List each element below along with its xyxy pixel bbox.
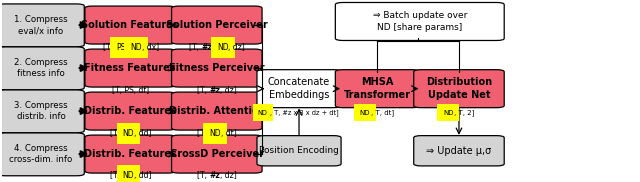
Text: [T,: [T, — [102, 43, 115, 52]
Text: ND: ND — [123, 171, 134, 180]
Text: CrossD Perceiver: CrossD Perceiver — [170, 149, 264, 159]
Text: MHSA
Transformer: MHSA Transformer — [344, 78, 411, 100]
Text: ND: ND — [123, 129, 134, 138]
Text: Solution Features: Solution Features — [81, 20, 179, 30]
Text: 3. Compress
distrib. info: 3. Compress distrib. info — [14, 101, 68, 121]
Text: Fitness Perceiver: Fitness Perceiver — [169, 63, 264, 73]
FancyBboxPatch shape — [335, 70, 419, 108]
Text: ⇒ Batch update over
ND [share params]: ⇒ Batch update over ND [share params] — [372, 11, 467, 31]
FancyBboxPatch shape — [0, 133, 84, 176]
FancyBboxPatch shape — [0, 47, 84, 90]
Text: Fitness Features: Fitness Features — [84, 63, 176, 73]
Text: [T,: [T, — [196, 129, 209, 138]
Text: , T, 2]: , T, 2] — [454, 109, 474, 116]
Text: , dx]: , dx] — [141, 43, 159, 52]
Text: [: [ — [256, 109, 259, 116]
Text: [T,: [T, — [111, 129, 123, 138]
Text: [T,: [T, — [111, 171, 123, 180]
Text: #z: #z — [202, 43, 212, 52]
Text: Distrib. Attention: Distrib. Attention — [168, 106, 265, 116]
Text: ND: ND — [131, 43, 142, 52]
Text: 1. Compress
eval/x info: 1. Compress eval/x info — [14, 15, 68, 35]
FancyBboxPatch shape — [172, 49, 262, 87]
FancyBboxPatch shape — [172, 6, 262, 44]
Text: [T,: [T, — [196, 86, 209, 95]
Text: , dd]: , dd] — [134, 171, 151, 180]
Text: , T, #z x 3 x dz + dt]: , T, #z x 3 x dz + dt] — [270, 109, 339, 116]
FancyBboxPatch shape — [85, 92, 175, 130]
Text: ,: , — [212, 43, 217, 52]
FancyBboxPatch shape — [0, 90, 84, 133]
FancyBboxPatch shape — [335, 3, 504, 40]
FancyBboxPatch shape — [257, 136, 341, 166]
Text: Distrib. Features: Distrib. Features — [84, 149, 177, 159]
Text: Solution Perceiver: Solution Perceiver — [166, 20, 268, 30]
Text: #z: #z — [209, 171, 220, 180]
Text: [T,: [T, — [196, 171, 209, 180]
FancyBboxPatch shape — [85, 6, 175, 44]
Text: [: [ — [442, 109, 444, 116]
Text: ⇒ Update μ,σ: ⇒ Update μ,σ — [426, 146, 492, 156]
Text: PS: PS — [116, 43, 125, 52]
Text: 2. Compress
fitness info: 2. Compress fitness info — [14, 58, 68, 78]
FancyBboxPatch shape — [172, 92, 262, 130]
FancyBboxPatch shape — [413, 136, 504, 166]
Text: ND: ND — [209, 129, 221, 138]
Text: , dz]: , dz] — [220, 171, 237, 180]
Text: 4. Compress
cross-dim. info: 4. Compress cross-dim. info — [10, 144, 72, 164]
Text: , dt]: , dt] — [221, 129, 237, 138]
Text: ND: ND — [360, 110, 370, 116]
FancyBboxPatch shape — [413, 70, 504, 108]
FancyBboxPatch shape — [172, 135, 262, 173]
Text: Distrib. Features: Distrib. Features — [84, 106, 177, 116]
Text: Position Encoding: Position Encoding — [259, 146, 339, 155]
Text: [T,: [T, — [189, 43, 201, 52]
Text: ND: ND — [258, 110, 268, 116]
FancyBboxPatch shape — [85, 49, 175, 87]
Text: , dd]: , dd] — [134, 129, 151, 138]
Text: , T, dt]: , T, dt] — [371, 109, 394, 116]
Text: , dz]: , dz] — [220, 86, 237, 95]
Text: [: [ — [358, 109, 361, 116]
FancyBboxPatch shape — [0, 4, 84, 47]
Text: Concatenate
Embeddings: Concatenate Embeddings — [268, 78, 330, 100]
Text: ND: ND — [217, 43, 228, 52]
Text: #z: #z — [209, 86, 220, 95]
FancyBboxPatch shape — [85, 135, 175, 173]
Text: [T, PS, df]: [T, PS, df] — [112, 86, 149, 95]
FancyBboxPatch shape — [257, 70, 341, 108]
Text: Distribution
Update Net: Distribution Update Net — [426, 78, 492, 100]
Text: ,: , — [126, 43, 131, 52]
Text: ND: ND — [443, 110, 453, 116]
Text: , dz]: , dz] — [228, 43, 245, 52]
